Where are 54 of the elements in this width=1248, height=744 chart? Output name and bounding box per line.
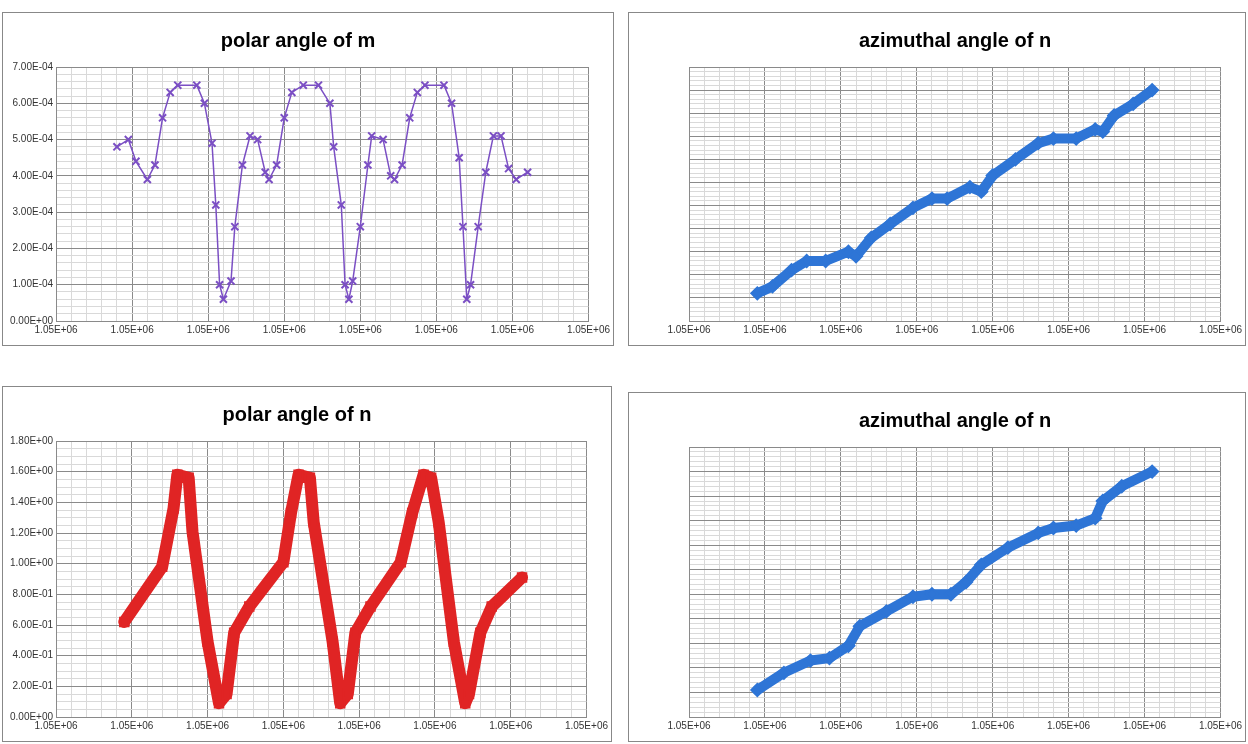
x-tick-label: 1.05E+06 <box>34 323 79 335</box>
y-tick-label: 8.00E-01 <box>12 588 54 600</box>
x-tick-label: 1.05E+06 <box>34 719 79 731</box>
y-tick-label: 4.00E-01 <box>12 649 54 661</box>
y-tick-label: 1.40E+00 <box>9 496 54 508</box>
x-tick-label: 1.05E+06 <box>971 323 1015 335</box>
x-tick-label: 1.05E+06 <box>1198 719 1243 731</box>
y-tick-label: 4.00E-04 <box>12 169 54 181</box>
y-tick-label: 3.00E-04 <box>12 205 54 217</box>
x-tick-label: 1.05E+06 <box>489 719 533 731</box>
y-tick-label: 5.00E-04 <box>12 133 54 145</box>
x-tick-label: 1.05E+06 <box>564 719 609 731</box>
x-tick-label: 1.05E+06 <box>566 323 611 335</box>
y-tick-label: 0.00E+00 <box>9 710 54 722</box>
x-tick-label: 1.05E+06 <box>819 323 863 335</box>
x-tick-label: 1.05E+06 <box>338 323 383 335</box>
y-tick-label: 7.00E-04 <box>12 60 54 72</box>
x-tick-label: 1.05E+06 <box>667 323 711 335</box>
y-tick-label: 6.00E-01 <box>12 618 54 630</box>
x-tick-label: 1.05E+06 <box>413 719 457 731</box>
x-tick-label: 1.05E+06 <box>261 719 306 731</box>
chart-title: azimuthal angle of n <box>858 28 1052 51</box>
x-tick-label: 1.05E+06 <box>186 719 230 731</box>
y-tick-label: 2.00E-04 <box>12 242 54 254</box>
x-tick-label: 1.05E+06 <box>490 323 535 335</box>
x-tick-label: 1.05E+06 <box>1047 323 1091 335</box>
x-tick-label: 1.05E+06 <box>1122 719 1167 731</box>
x-tick-label: 1.05E+06 <box>1122 323 1167 335</box>
chart-title: polar angle of m <box>220 28 376 51</box>
y-tick-label: 6.00E-04 <box>12 97 54 109</box>
x-tick-label: 1.05E+06 <box>414 323 459 335</box>
y-tick-label: 1.00E+00 <box>9 557 54 569</box>
y-tick-label: 2.00E-01 <box>12 680 54 692</box>
y-tick-label: 1.80E+00 <box>9 434 54 446</box>
x-tick-label: 1.05E+06 <box>186 323 231 335</box>
x-tick-label: 1.05E+06 <box>1198 323 1243 335</box>
x-tick-label: 1.05E+06 <box>743 719 787 731</box>
x-tick-label: 1.05E+06 <box>262 323 307 335</box>
x-tick-label: 1.05E+06 <box>1047 719 1091 731</box>
chart-title: azimuthal angle of n <box>858 408 1052 431</box>
x-tick-label: 1.05E+06 <box>895 719 939 731</box>
x-tick-label: 1.05E+06 <box>895 323 939 335</box>
x-tick-label: 1.05E+06 <box>667 719 711 731</box>
x-tick-label: 1.05E+06 <box>971 719 1015 731</box>
chart-title: polar angle of n <box>222 402 372 425</box>
x-tick-label: 1.05E+06 <box>110 719 154 731</box>
y-tick-label: 1.00E-04 <box>12 278 54 290</box>
x-tick-label: 1.05E+06 <box>337 719 382 731</box>
y-tick-label: 1.60E+00 <box>9 465 54 477</box>
x-tick-label: 1.05E+06 <box>743 323 787 335</box>
x-tick-label: 1.05E+06 <box>819 719 863 731</box>
x-tick-label: 1.05E+06 <box>110 323 155 335</box>
y-tick-label: 0.00E+00 <box>9 314 54 326</box>
y-tick-label: 1.20E+00 <box>9 526 54 538</box>
